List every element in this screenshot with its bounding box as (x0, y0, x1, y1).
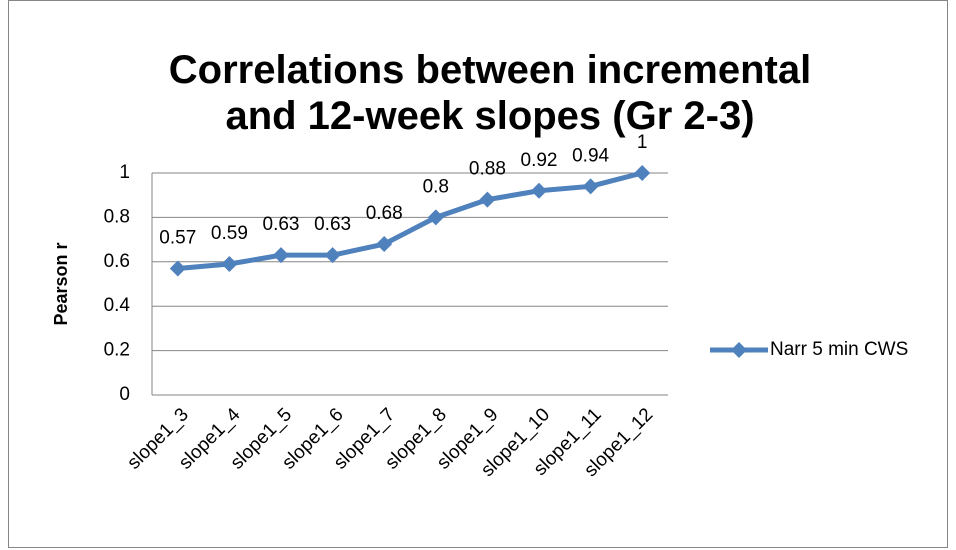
y-tick-label: 0 (119, 384, 130, 405)
data-label: 0.92 (521, 150, 558, 171)
legend-marker (731, 342, 747, 358)
y-tick-label: 0.8 (104, 206, 130, 227)
y-axis-label: Pearson r (51, 242, 71, 325)
marker (169, 260, 186, 277)
data-label: 0.63 (263, 214, 300, 235)
legend-label: Narr 5 min CWS (770, 339, 908, 360)
marker (427, 209, 444, 226)
data-label: 0.94 (572, 145, 609, 166)
data-label: 0.59 (211, 223, 248, 244)
y-tick-label: 0.4 (104, 295, 131, 316)
marker (479, 191, 496, 208)
data-label: 0.63 (314, 214, 351, 235)
y-tick-label: 0.2 (104, 340, 130, 361)
data-label: 0.57 (159, 227, 196, 248)
marker (324, 247, 341, 264)
data-label: 0.8 (423, 176, 449, 197)
marker (273, 247, 289, 264)
chart-title: Correlations between incremental and 12-w… (169, 48, 811, 138)
series-line (177, 170, 643, 271)
y-tick-label: 1 (119, 162, 130, 183)
chart-frame (8, 0, 948, 548)
marker (221, 256, 238, 273)
data-label: 1 (637, 132, 648, 153)
marker (582, 178, 599, 195)
data-label: 0.88 (469, 159, 506, 180)
y-tick-label: 0.6 (104, 251, 130, 272)
marker (634, 165, 651, 181)
marker (376, 236, 393, 253)
marker (531, 182, 547, 199)
data-label: 0.68 (366, 203, 403, 224)
